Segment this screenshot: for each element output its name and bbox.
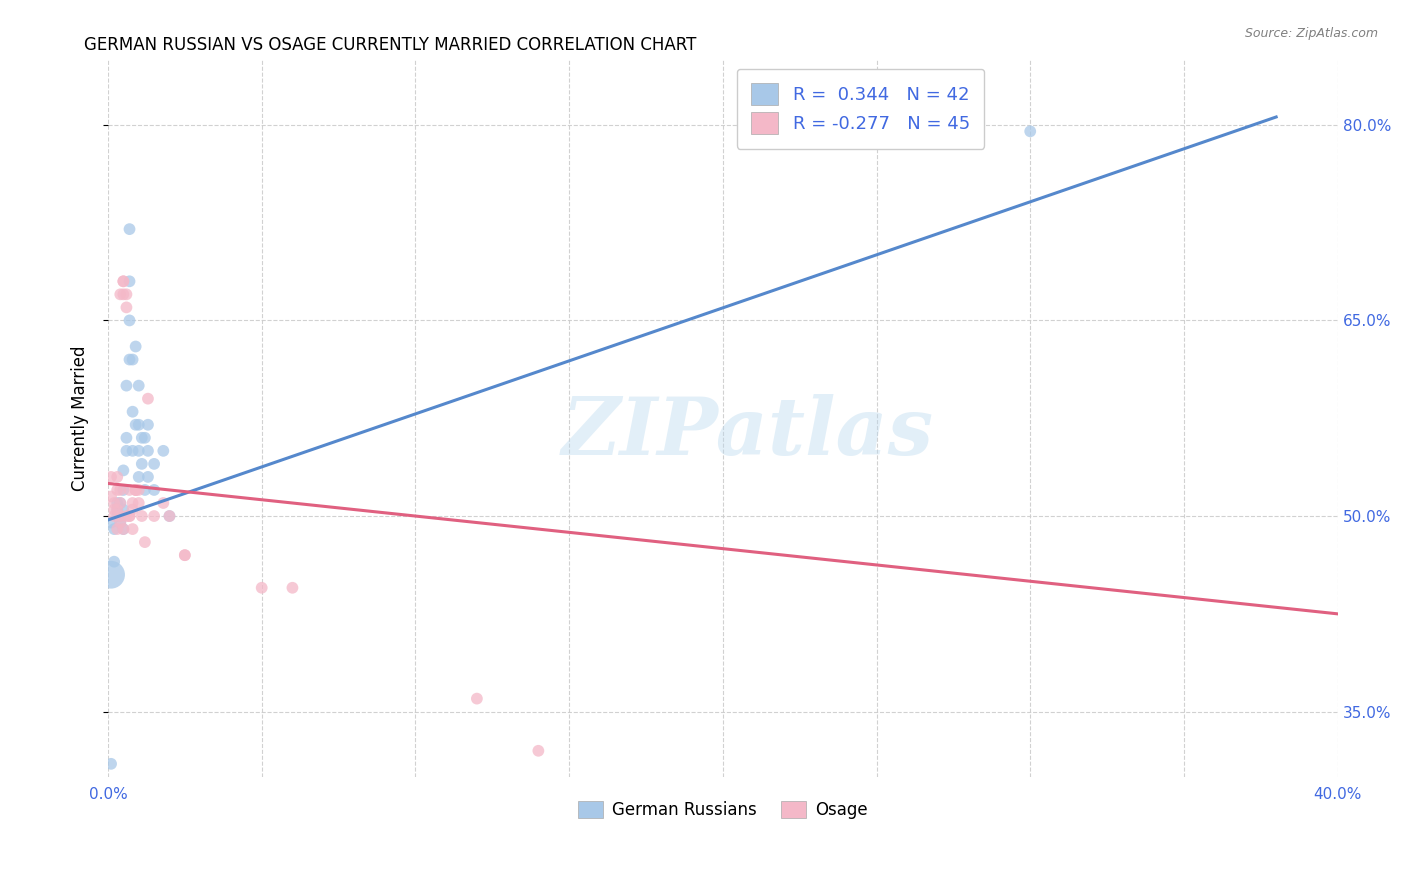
Point [136, 417, 159, 432]
Point [103, 502, 125, 516]
Point [159, 509, 181, 524]
Point [110, 483, 132, 497]
Point [121, 522, 143, 536]
Point [124, 483, 146, 497]
Point [112, 463, 135, 477]
Point [112, 502, 135, 516]
Point [118, 509, 141, 524]
Point [128, 378, 150, 392]
Point [115, 431, 138, 445]
Point [134, 431, 156, 445]
Point [115, 287, 138, 301]
Point [115, 378, 138, 392]
Point [100, 470, 122, 484]
Point [121, 352, 143, 367]
Point [100, 516, 122, 530]
Point [103, 496, 125, 510]
Point [112, 522, 135, 536]
Point [121, 443, 143, 458]
Point [124, 483, 146, 497]
Point [112, 274, 135, 288]
Text: Source: ZipAtlas.com: Source: ZipAtlas.com [1244, 27, 1378, 40]
Point [105, 483, 128, 497]
Point [110, 516, 132, 530]
Point [134, 483, 156, 497]
Point [112, 287, 135, 301]
Point [152, 443, 174, 458]
Point [134, 535, 156, 549]
Point [527, 744, 550, 758]
Point [103, 522, 125, 536]
Point [105, 502, 128, 516]
Point [173, 548, 195, 562]
Point [136, 443, 159, 458]
Point [110, 496, 132, 510]
Point [128, 483, 150, 497]
Point [131, 457, 153, 471]
Point [103, 509, 125, 524]
Point [143, 457, 166, 471]
Point [152, 496, 174, 510]
Point [143, 483, 166, 497]
Point [143, 509, 166, 524]
Point [112, 522, 135, 536]
Point [128, 470, 150, 484]
Point [100, 756, 122, 771]
Point [110, 496, 132, 510]
Point [128, 417, 150, 432]
Point [118, 313, 141, 327]
Point [136, 470, 159, 484]
Point [110, 287, 132, 301]
Point [115, 443, 138, 458]
Point [118, 222, 141, 236]
Point [121, 405, 143, 419]
Point [128, 496, 150, 510]
Point [105, 522, 128, 536]
Point [110, 509, 132, 524]
Point [124, 417, 146, 432]
Point [131, 431, 153, 445]
Point [115, 301, 138, 315]
Point [112, 274, 135, 288]
Point [105, 502, 128, 516]
Point [105, 470, 128, 484]
Point [281, 581, 304, 595]
Point [159, 509, 181, 524]
Point [121, 502, 143, 516]
Point [100, 567, 122, 582]
Point [105, 509, 128, 524]
Text: ZIPatlas: ZIPatlas [561, 394, 934, 471]
Point [103, 555, 125, 569]
Point [110, 509, 132, 524]
Point [124, 483, 146, 497]
Point [131, 509, 153, 524]
Point [1019, 124, 1042, 138]
Point [124, 339, 146, 353]
Point [118, 509, 141, 524]
Point [250, 581, 273, 595]
Point [128, 443, 150, 458]
Point [112, 483, 135, 497]
Legend: German Russians, Osage: German Russians, Osage [572, 795, 875, 826]
Y-axis label: Currently Married: Currently Married [72, 345, 89, 491]
Point [100, 490, 122, 504]
Point [1050, 776, 1073, 790]
Point [115, 509, 138, 524]
Point [121, 496, 143, 510]
Point [110, 516, 132, 530]
Point [136, 392, 159, 406]
Point [465, 691, 488, 706]
Point [118, 352, 141, 367]
Point [118, 274, 141, 288]
Point [173, 548, 195, 562]
Text: GERMAN RUSSIAN VS OSAGE CURRENTLY MARRIED CORRELATION CHART: GERMAN RUSSIAN VS OSAGE CURRENTLY MARRIE… [84, 36, 697, 54]
Point [105, 496, 128, 510]
Point [118, 483, 141, 497]
